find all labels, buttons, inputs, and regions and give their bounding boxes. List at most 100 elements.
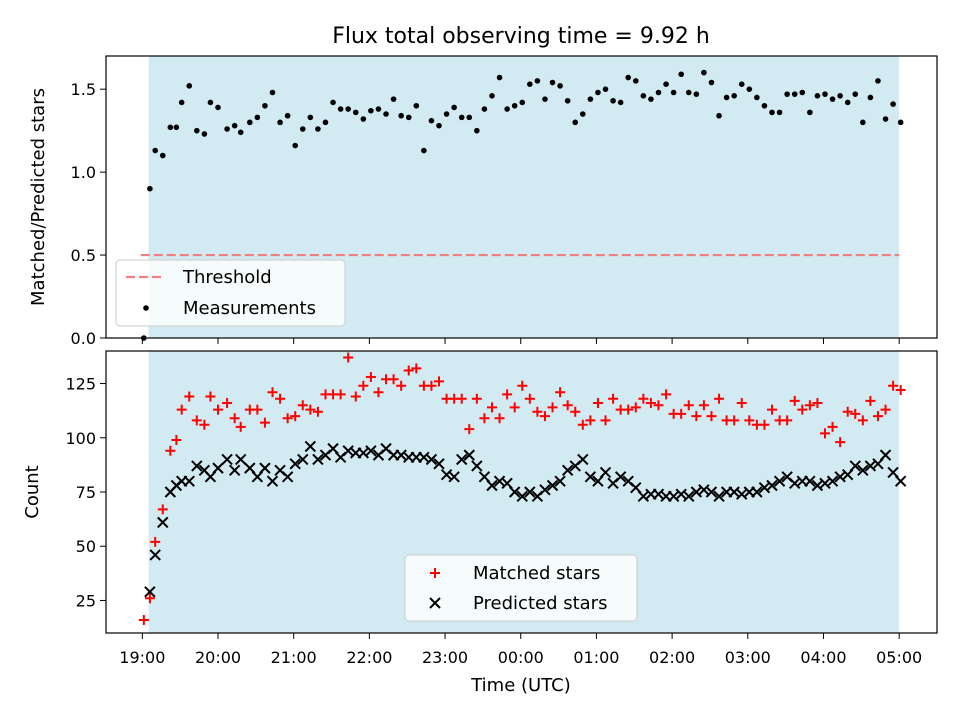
matched-star-point <box>577 419 588 430</box>
measurement-point <box>807 109 813 116</box>
legend-box <box>115 259 346 327</box>
matched-star-point <box>835 437 846 448</box>
matched-star-point <box>645 398 656 409</box>
predicted-star-point <box>456 453 468 466</box>
predicted-star-point <box>826 475 839 487</box>
measurement-point <box>292 142 299 149</box>
matched-star-point <box>365 372 376 383</box>
measurement-point <box>754 94 760 101</box>
matched-star-point <box>600 415 611 426</box>
measurement-point <box>262 102 268 109</box>
matched-star-point <box>343 352 354 363</box>
matched-star-point <box>252 404 263 415</box>
matched-star-point <box>205 391 216 402</box>
predicted-star-point <box>516 490 528 503</box>
predicted-star-point <box>228 464 241 477</box>
measurement-point <box>799 89 806 96</box>
matched-star-point <box>275 393 286 404</box>
matched-star-point <box>857 415 868 426</box>
matched-star-point <box>736 398 747 409</box>
measurement-point <box>458 114 465 121</box>
measurement-point <box>307 114 314 121</box>
matched-star-point <box>456 393 467 404</box>
matched-star-point <box>509 402 520 413</box>
x-axis-label: Time (UTC) <box>470 675 571 696</box>
measurement-point <box>246 119 253 126</box>
matched-star-point <box>880 404 891 415</box>
measurement-point <box>776 109 783 116</box>
matched-star-point <box>532 406 543 417</box>
predicted-star-point <box>614 471 627 483</box>
predicted-star-point <box>433 458 445 470</box>
predicted-star-point <box>773 475 786 487</box>
predicted-star-point <box>508 486 521 498</box>
predicted-star-point <box>554 475 566 487</box>
matched-star-point <box>592 398 603 409</box>
matched-star-point <box>305 404 316 415</box>
x-tick-label: 19:00 <box>119 648 165 667</box>
measurement-point <box>451 104 457 111</box>
y-tick-label: 1.5 <box>71 80 96 99</box>
y-tick-label: 75 <box>76 483 96 502</box>
measurement-point <box>315 126 321 132</box>
measurement-point <box>527 81 533 87</box>
measurement-point <box>194 127 200 134</box>
measurement-point <box>648 96 654 102</box>
measurement-point <box>844 99 851 106</box>
y-tick-label: 25 <box>76 591 96 610</box>
measurement-point <box>542 96 548 102</box>
measurement-point <box>519 99 526 106</box>
measurement-point <box>769 109 775 116</box>
measurement-point <box>557 83 563 89</box>
matched-star-point <box>434 376 445 387</box>
measurement-point <box>352 109 359 116</box>
measurement-point <box>201 131 208 137</box>
x-tick-label: 03:00 <box>725 648 771 667</box>
matched-star-point <box>426 380 437 391</box>
x-tick-label: 05:00 <box>876 648 922 667</box>
matched-star-point <box>842 406 853 417</box>
predicted-star-point <box>584 471 597 483</box>
matched-star-point <box>827 421 838 432</box>
measurement-point <box>852 91 859 97</box>
matched-star-point <box>555 387 566 398</box>
count-y-axis-label: Count <box>22 465 43 518</box>
measurement-point <box>405 114 412 121</box>
measurement-point <box>390 96 397 102</box>
measurement-point <box>822 91 828 97</box>
measurement-point <box>663 81 669 87</box>
x-tick-label: 04:00 <box>800 648 846 667</box>
measurement-point <box>549 79 556 86</box>
matched-star-point <box>819 428 830 439</box>
measurement-point <box>610 97 616 104</box>
measurement-point <box>511 102 518 109</box>
matched-star-point <box>282 413 293 424</box>
measurement-point <box>814 93 821 99</box>
matched-star-point <box>290 411 301 422</box>
measurement-point <box>784 91 790 97</box>
measurement-point <box>436 122 442 129</box>
predicted-star-point <box>304 440 317 453</box>
matched-star-point <box>235 421 246 432</box>
measurement-point <box>466 114 473 121</box>
matched-star-point <box>767 404 778 415</box>
matched-star-point <box>714 393 725 404</box>
matched-star-point <box>184 391 195 402</box>
x-tick-label: 20:00 <box>195 648 241 667</box>
matched-star-point <box>502 389 513 400</box>
predicted-star-point <box>683 490 695 503</box>
x-tick-label: 22:00 <box>346 648 392 667</box>
predicted-star-point <box>879 449 892 461</box>
matched-star-point <box>729 415 740 426</box>
matched-star-point <box>464 424 475 435</box>
predicted-star-point <box>297 453 309 466</box>
measurement-point <box>829 96 836 102</box>
predicted-star-point <box>235 453 247 466</box>
matched-star-point <box>411 363 422 374</box>
matched-star-point <box>144 593 155 604</box>
measurement-point <box>882 116 889 122</box>
legend-box <box>404 554 638 622</box>
measurement-point <box>481 106 488 112</box>
predicted-star-point <box>259 462 271 474</box>
